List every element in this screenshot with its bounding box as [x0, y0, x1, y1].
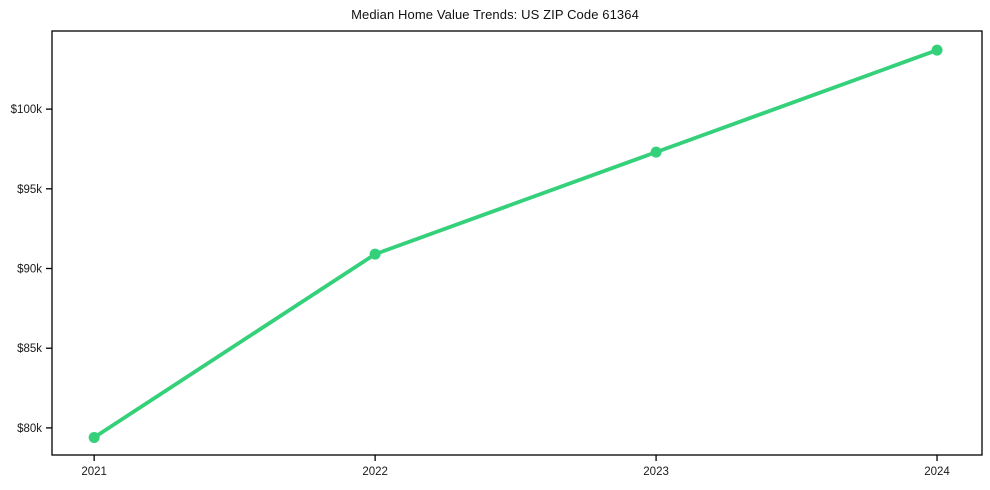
- y-tick-label: $95k: [17, 184, 42, 196]
- x-tick-label: 2023: [643, 466, 669, 478]
- data-point-marker: [369, 248, 381, 260]
- y-tick-label: $100k: [11, 104, 43, 116]
- x-tick-label: 2021: [81, 466, 107, 478]
- chart-title: Median Home Value Trends: US ZIP Code 61…: [351, 7, 639, 22]
- x-tick-label: 2024: [924, 466, 950, 478]
- x-tick-label: 2022: [362, 466, 388, 478]
- y-tick-label: $80k: [17, 423, 42, 435]
- y-tick-label: $85k: [17, 343, 42, 355]
- data-point-marker: [88, 431, 100, 443]
- data-point-marker: [650, 146, 662, 158]
- y-tick-label: $90k: [17, 264, 42, 276]
- trend-line: [92, 48, 939, 440]
- data-point-marker: [931, 44, 943, 56]
- plot-border: [51, 30, 983, 456]
